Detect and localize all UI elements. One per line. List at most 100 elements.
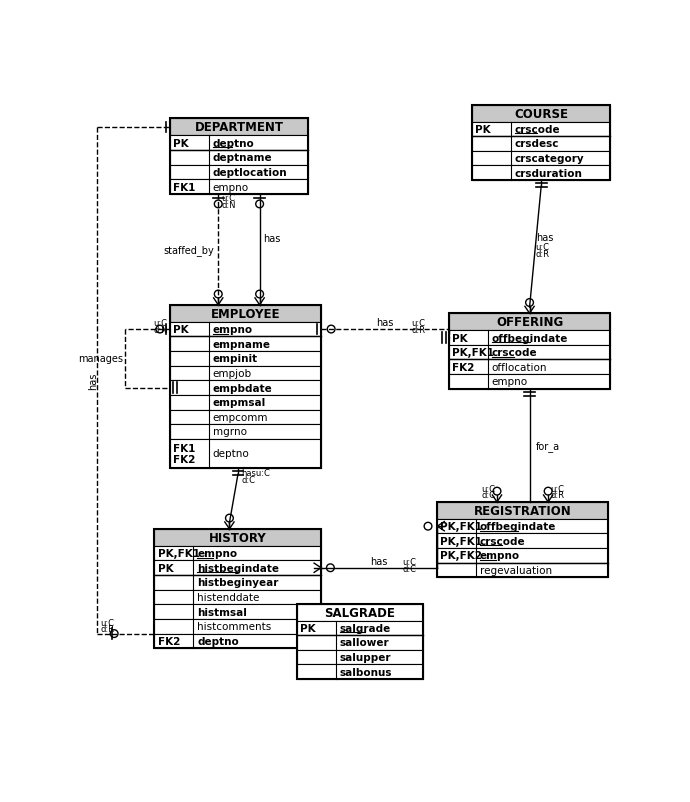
Bar [449, 360, 610, 375]
Text: has: has [88, 372, 98, 390]
Text: d:N: d:N [153, 325, 168, 334]
Bar [155, 575, 321, 590]
Text: has: has [264, 233, 281, 244]
Bar [155, 529, 321, 648]
Text: d:R: d:R [535, 249, 550, 259]
Text: PK: PK [300, 623, 316, 633]
Text: empmsal: empmsal [213, 398, 266, 407]
Text: deptname: deptname [213, 153, 272, 163]
Bar [170, 306, 321, 468]
Text: empbdate: empbdate [213, 383, 273, 393]
Bar [297, 604, 422, 679]
Text: crscode: crscode [480, 536, 526, 546]
Text: OFFERING: OFFERING [496, 316, 563, 329]
Bar [437, 502, 608, 519]
Text: mgrno: mgrno [213, 427, 246, 437]
Text: PK,FK1: PK,FK1 [440, 521, 482, 532]
Bar [155, 590, 321, 605]
Text: salupper: salupper [339, 652, 391, 662]
Text: histenddate: histenddate [197, 592, 259, 602]
Text: staffed_by: staffed_by [164, 245, 214, 256]
Bar [297, 604, 422, 621]
Text: EMPLOYEE: EMPLOYEE [210, 307, 280, 320]
Bar [155, 546, 321, 561]
Text: PK,FK1: PK,FK1 [440, 536, 482, 546]
Bar [437, 563, 608, 577]
Text: deptno: deptno [213, 139, 255, 148]
Text: PK: PK [173, 139, 188, 148]
Text: PK,FK1: PK,FK1 [452, 348, 494, 358]
Text: FK1: FK1 [173, 182, 195, 192]
Text: u:C: u:C [551, 484, 564, 493]
Text: deptno: deptno [213, 449, 249, 459]
Bar [437, 519, 608, 534]
Bar [170, 165, 308, 180]
Text: deptno: deptno [197, 636, 239, 646]
Text: crscategory: crscategory [515, 154, 584, 164]
Text: u:C: u:C [100, 618, 115, 626]
Bar [472, 166, 610, 180]
Text: d:R: d:R [100, 625, 115, 634]
Bar [155, 619, 321, 634]
Bar [170, 119, 308, 195]
Text: empno: empno [197, 549, 237, 558]
Text: crsduration: crsduration [515, 168, 582, 179]
Text: FK1
FK2: FK1 FK2 [173, 443, 195, 464]
Text: d:C: d:C [241, 476, 255, 484]
Text: COURSE: COURSE [514, 107, 568, 120]
Bar [170, 322, 321, 337]
Text: offbegindate: offbegindate [480, 521, 556, 532]
Text: offlocation: offlocation [491, 363, 547, 372]
Text: empinit: empinit [213, 354, 257, 364]
Bar [155, 529, 321, 546]
Bar [449, 346, 610, 360]
Text: u:C: u:C [402, 557, 417, 566]
Bar [297, 665, 422, 679]
Bar [170, 395, 321, 410]
Text: histcomments: histcomments [197, 622, 271, 631]
Bar [297, 650, 422, 665]
Text: crscode: crscode [515, 124, 560, 135]
Text: hasu:C: hasu:C [241, 468, 270, 477]
Bar [170, 439, 321, 468]
Bar [170, 410, 321, 424]
Bar [437, 502, 608, 577]
Text: PK: PK [475, 124, 491, 135]
Text: u:C: u:C [221, 194, 235, 203]
Text: PK,FK1: PK,FK1 [157, 549, 199, 558]
Bar [155, 561, 321, 575]
Text: FK2: FK2 [452, 363, 475, 372]
Text: u:C: u:C [482, 484, 495, 493]
Text: offbegindate: offbegindate [491, 333, 568, 343]
Bar [170, 180, 308, 195]
Text: salbonus: salbonus [339, 667, 392, 677]
Text: d:R: d:R [412, 326, 426, 335]
Text: empno: empno [491, 377, 528, 387]
Text: empcomm: empcomm [213, 412, 268, 423]
Bar [297, 621, 422, 635]
Text: PK: PK [452, 333, 468, 343]
Text: d:C: d:C [402, 565, 417, 573]
Text: u:C: u:C [154, 318, 168, 327]
Text: histbeginyear: histbeginyear [197, 577, 279, 588]
Text: DEPARTMENT: DEPARTMENT [195, 121, 284, 134]
Text: SALGRADE: SALGRADE [324, 606, 395, 619]
Text: has: has [376, 318, 394, 328]
Text: empno: empno [213, 182, 248, 192]
Bar [449, 375, 610, 389]
Bar [170, 151, 308, 165]
Bar [170, 351, 321, 367]
Text: sallower: sallower [339, 638, 389, 648]
Text: PK: PK [173, 325, 188, 334]
Text: d:N: d:N [221, 201, 236, 210]
Bar [170, 136, 308, 151]
Text: d:R: d:R [551, 491, 564, 500]
Bar [170, 381, 321, 395]
Bar [170, 337, 321, 351]
Bar [472, 123, 610, 137]
Bar [472, 106, 610, 180]
Text: salgrade: salgrade [339, 623, 391, 633]
Text: PK: PK [157, 563, 173, 573]
Bar [170, 119, 308, 136]
Text: FK2: FK2 [157, 636, 180, 646]
